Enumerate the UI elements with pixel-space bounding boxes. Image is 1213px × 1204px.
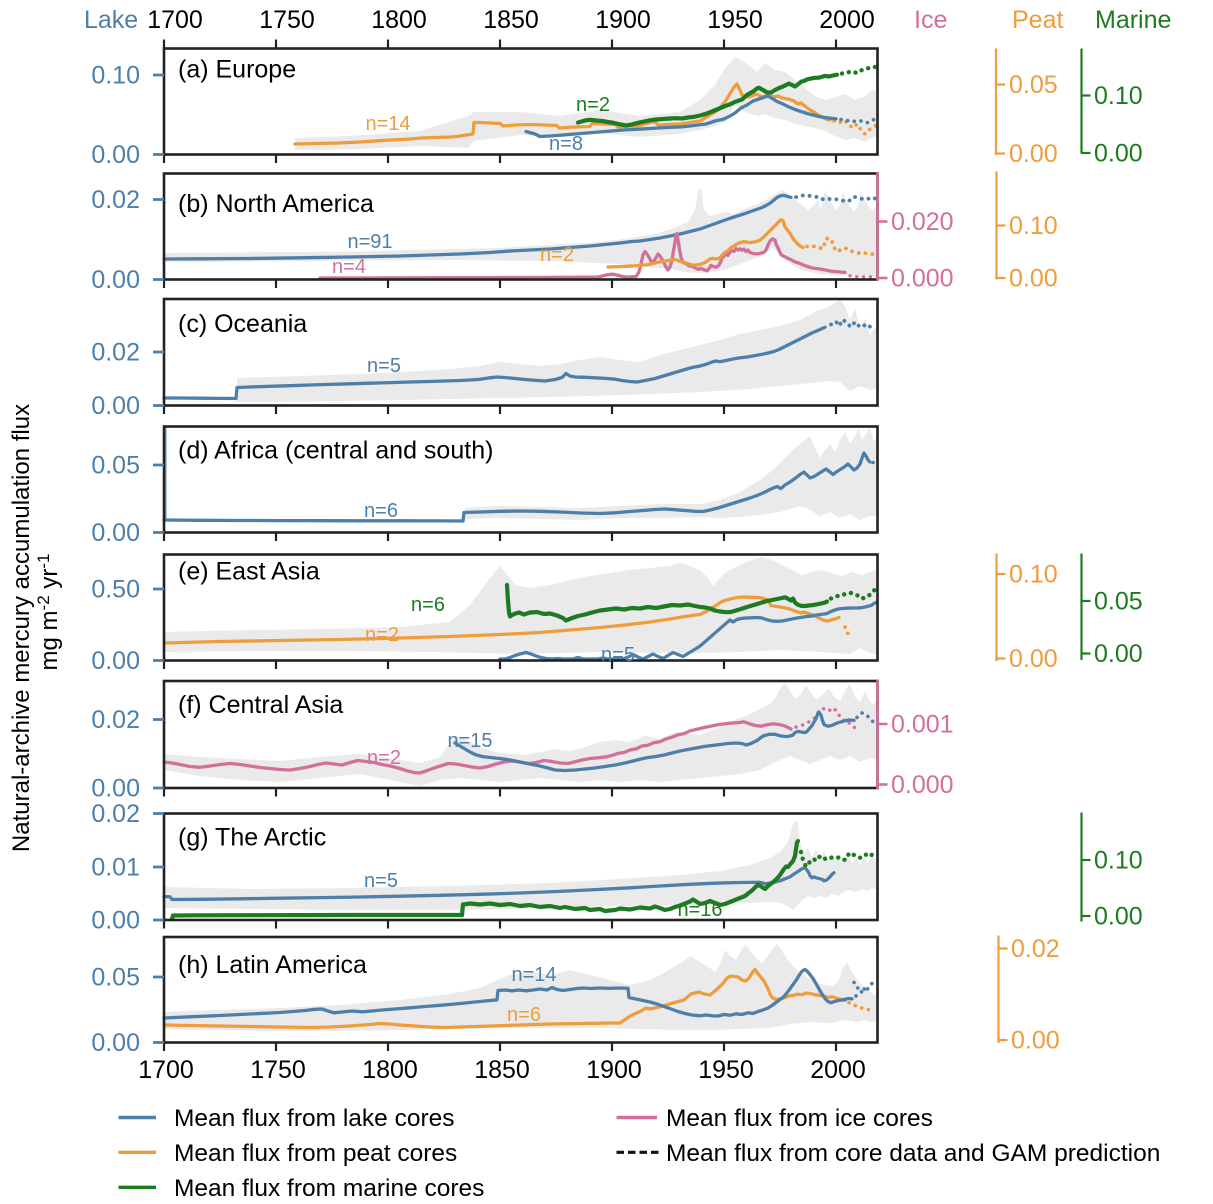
svg-text:n=14: n=14 xyxy=(511,964,556,986)
svg-text:0.000: 0.000 xyxy=(891,265,954,293)
svg-text:0.00: 0.00 xyxy=(91,907,140,935)
svg-text:n=2: n=2 xyxy=(365,624,399,646)
svg-text:Mean flux from marine cores: Mean flux from marine cores xyxy=(174,1175,484,1202)
svg-text:1950: 1950 xyxy=(698,1056,754,1084)
svg-text:0.00: 0.00 xyxy=(91,141,140,169)
svg-text:2000: 2000 xyxy=(810,1056,866,1084)
svg-text:0.10: 0.10 xyxy=(1009,561,1058,589)
svg-text:1800: 1800 xyxy=(371,6,427,34)
svg-text:0.00: 0.00 xyxy=(1094,903,1143,931)
svg-text:n=4: n=4 xyxy=(332,256,366,278)
svg-text:Ice: Ice xyxy=(914,6,947,34)
svg-text:0.00: 0.00 xyxy=(1094,140,1143,168)
svg-text:n=2: n=2 xyxy=(540,244,574,266)
svg-text:n=6: n=6 xyxy=(364,500,398,522)
svg-text:0.02: 0.02 xyxy=(91,186,140,214)
svg-text:1850: 1850 xyxy=(474,1056,530,1084)
svg-text:0.01: 0.01 xyxy=(91,854,140,882)
svg-text:0.02: 0.02 xyxy=(1011,935,1060,963)
svg-text:0.05: 0.05 xyxy=(1009,71,1058,99)
svg-text:Lake: Lake xyxy=(84,6,138,34)
svg-text:(g) The Arctic: (g) The Arctic xyxy=(178,824,326,852)
svg-text:mg m-2 yr-1: mg m-2 yr-1 xyxy=(34,554,63,671)
svg-text:1750: 1750 xyxy=(259,6,315,34)
svg-text:Natural-archive mercury accumu: Natural-archive mercury accumulation flu… xyxy=(8,404,35,852)
svg-text:n=16: n=16 xyxy=(677,899,722,921)
svg-text:Mean flux from peat cores: Mean flux from peat cores xyxy=(174,1140,457,1167)
svg-text:n=5: n=5 xyxy=(364,870,398,892)
svg-text:Mean flux from core data and G: Mean flux from core data and GAM predict… xyxy=(666,1140,1160,1167)
svg-text:Marine: Marine xyxy=(1095,6,1171,34)
svg-text:(h) Latin America: (h) Latin America xyxy=(178,951,367,979)
svg-text:n=5: n=5 xyxy=(367,355,401,377)
svg-text:n=14: n=14 xyxy=(365,113,410,135)
svg-text:0.05: 0.05 xyxy=(91,452,140,480)
svg-text:0.00: 0.00 xyxy=(1094,640,1143,668)
svg-text:n=15: n=15 xyxy=(447,730,492,752)
svg-text:0.000: 0.000 xyxy=(891,771,954,799)
svg-text:n=2: n=2 xyxy=(576,94,610,116)
svg-text:0.02: 0.02 xyxy=(91,706,140,734)
svg-text:1850: 1850 xyxy=(483,6,539,34)
svg-text:0.02: 0.02 xyxy=(91,800,140,828)
svg-text:1900: 1900 xyxy=(586,1056,642,1084)
svg-text:Peat: Peat xyxy=(1012,6,1063,34)
svg-text:1950: 1950 xyxy=(707,6,763,34)
svg-text:Mean flux from lake cores: Mean flux from lake cores xyxy=(174,1105,455,1132)
svg-text:0.00: 0.00 xyxy=(91,392,140,420)
svg-text:n=6: n=6 xyxy=(507,1004,541,1026)
svg-text:0.00: 0.00 xyxy=(1011,1027,1060,1055)
svg-text:0.10: 0.10 xyxy=(91,62,140,90)
svg-text:0.02: 0.02 xyxy=(91,339,140,367)
svg-text:0.50: 0.50 xyxy=(91,576,140,604)
svg-text:n=2: n=2 xyxy=(367,747,401,769)
svg-text:Mean flux from ice cores: Mean flux from ice cores xyxy=(666,1105,933,1132)
svg-text:0.00: 0.00 xyxy=(91,775,140,803)
svg-text:0.001: 0.001 xyxy=(891,711,954,739)
svg-text:0.00: 0.00 xyxy=(91,647,140,675)
svg-text:0.00: 0.00 xyxy=(91,519,140,547)
svg-text:0.05: 0.05 xyxy=(91,964,140,992)
svg-text:0.10: 0.10 xyxy=(1094,847,1143,875)
svg-text:1900: 1900 xyxy=(595,6,651,34)
svg-text:1800: 1800 xyxy=(362,1056,418,1084)
svg-text:(c) Oceania: (c) Oceania xyxy=(178,310,307,338)
svg-text:1700: 1700 xyxy=(138,1056,194,1084)
svg-text:0.10: 0.10 xyxy=(1094,82,1143,110)
svg-text:0.00: 0.00 xyxy=(1009,140,1058,168)
svg-text:n=8: n=8 xyxy=(549,133,583,155)
svg-text:1750: 1750 xyxy=(250,1056,306,1084)
svg-text:0.020: 0.020 xyxy=(891,208,954,236)
svg-text:0.00: 0.00 xyxy=(91,266,140,294)
svg-text:(e) East Asia: (e) East Asia xyxy=(178,558,320,586)
svg-text:0.00: 0.00 xyxy=(91,1029,140,1057)
svg-text:0.05: 0.05 xyxy=(1094,588,1143,616)
svg-text:1700: 1700 xyxy=(147,6,203,34)
svg-text:n=6: n=6 xyxy=(411,594,445,616)
svg-text:2000: 2000 xyxy=(819,6,875,34)
svg-text:(d) Africa (central and south): (d) Africa (central and south) xyxy=(178,437,493,465)
svg-text:n=5: n=5 xyxy=(601,644,635,666)
svg-text:0.00: 0.00 xyxy=(1009,265,1058,293)
svg-text:0.10: 0.10 xyxy=(1009,212,1058,240)
svg-text:(b) North America: (b) North America xyxy=(178,190,374,218)
svg-text:(f) Central Asia: (f) Central Asia xyxy=(178,691,343,719)
svg-text:n=91: n=91 xyxy=(347,231,392,253)
svg-text:(a) Europe: (a) Europe xyxy=(178,56,296,84)
svg-text:0.00: 0.00 xyxy=(1009,645,1058,673)
